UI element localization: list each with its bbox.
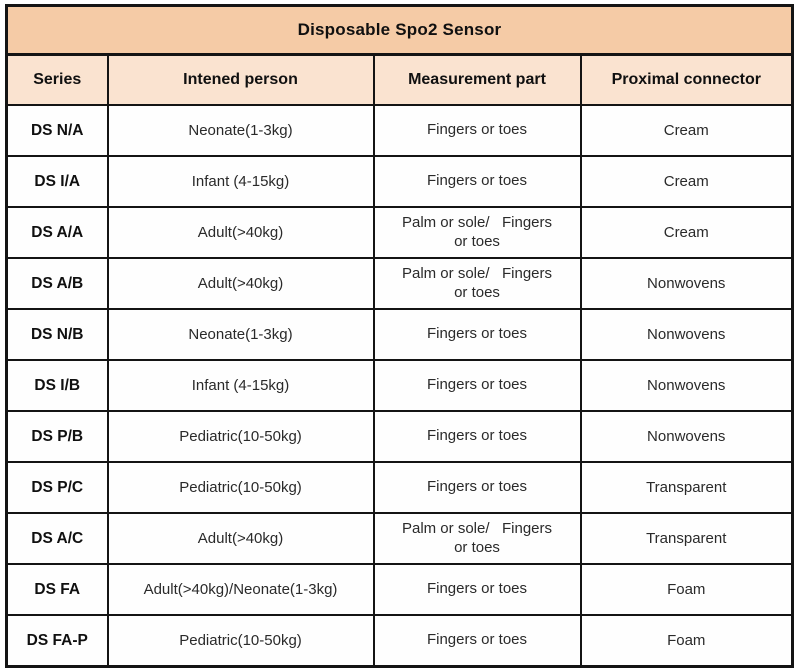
table-row: DS P/B Pediatric(10-50kg) Fingers or toe… bbox=[5, 410, 794, 463]
series-cell: DS FA-P bbox=[5, 614, 109, 668]
table-row: DS I/B Infant (4-15kg) Fingers or toes N… bbox=[5, 359, 794, 412]
connector-cell: Nonwovens bbox=[579, 410, 794, 463]
column-header-intened-person: Intened person bbox=[106, 53, 375, 106]
person-cell: Adult(>40kg) bbox=[106, 257, 375, 310]
measurement-cell: Fingers or toes bbox=[372, 563, 582, 616]
table-title: Disposable Spo2 Sensor bbox=[5, 4, 794, 56]
table-header-row: Series Intened person Measurement part P… bbox=[5, 53, 794, 106]
table-row: DS A/B Adult(>40kg) Palm or sole/ Finger… bbox=[5, 257, 794, 310]
connector-cell: Foam bbox=[579, 614, 794, 668]
measurement-cell: Palm or sole/ Fingers or toes bbox=[372, 257, 582, 310]
series-cell: DS N/A bbox=[5, 104, 109, 157]
person-cell: Infant (4-15kg) bbox=[106, 359, 375, 412]
table-row: DS N/B Neonate(1-3kg) Fingers or toes No… bbox=[5, 308, 794, 361]
measurement-cell: Fingers or toes bbox=[372, 155, 582, 208]
person-cell: Adult(>40kg) bbox=[106, 206, 375, 259]
person-cell: Adult(>40kg)/Neonate(1-3kg) bbox=[106, 563, 375, 616]
person-cell: Neonate(1-3kg) bbox=[106, 104, 375, 157]
column-header-series: Series bbox=[5, 53, 109, 106]
measurement-cell: Fingers or toes bbox=[372, 461, 582, 514]
measurement-cell: Fingers or toes bbox=[372, 359, 582, 412]
person-cell: Infant (4-15kg) bbox=[106, 155, 375, 208]
series-cell: DS P/C bbox=[5, 461, 109, 514]
series-cell: DS I/B bbox=[5, 359, 109, 412]
table-row: DS P/C Pediatric(10-50kg) Fingers or toe… bbox=[5, 461, 794, 514]
connector-cell: Cream bbox=[579, 155, 794, 208]
measurement-cell: Palm or sole/ Fingers or toes bbox=[372, 206, 582, 259]
connector-cell: Nonwovens bbox=[579, 359, 794, 412]
table-row: DS FA-P Pediatric(10-50kg) Fingers or to… bbox=[5, 614, 794, 668]
connector-cell: Nonwovens bbox=[579, 257, 794, 310]
person-cell: Pediatric(10-50kg) bbox=[106, 410, 375, 463]
person-cell: Pediatric(10-50kg) bbox=[106, 461, 375, 514]
connector-cell: Transparent bbox=[579, 461, 794, 514]
series-cell: DS A/A bbox=[5, 206, 109, 259]
table-row: DS A/A Adult(>40kg) Palm or sole/ Finger… bbox=[5, 206, 794, 259]
connector-cell: Cream bbox=[579, 104, 794, 157]
connector-cell: Cream bbox=[579, 206, 794, 259]
person-cell: Pediatric(10-50kg) bbox=[106, 614, 375, 668]
measurement-cell: Fingers or toes bbox=[372, 410, 582, 463]
connector-cell: Transparent bbox=[579, 512, 794, 565]
connector-cell: Nonwovens bbox=[579, 308, 794, 361]
series-cell: DS P/B bbox=[5, 410, 109, 463]
measurement-cell: Fingers or toes bbox=[372, 614, 582, 668]
connector-cell: Foam bbox=[579, 563, 794, 616]
series-cell: DS N/B bbox=[5, 308, 109, 361]
measurement-cell: Palm or sole/ Fingers or toes bbox=[372, 512, 582, 565]
column-header-proximal-connector: Proximal connector bbox=[579, 53, 794, 106]
page: Disposable Spo2 Sensor Series Intened pe… bbox=[5, 4, 794, 668]
series-cell: DS I/A bbox=[5, 155, 109, 208]
series-cell: DS A/C bbox=[5, 512, 109, 565]
series-cell: DS A/B bbox=[5, 257, 109, 310]
person-cell: Adult(>40kg) bbox=[106, 512, 375, 565]
table-row: DS N/A Neonate(1-3kg) Fingers or toes Cr… bbox=[5, 104, 794, 157]
measurement-cell: Fingers or toes bbox=[372, 308, 582, 361]
spo2-sensor-table: Disposable Spo2 Sensor Series Intened pe… bbox=[5, 4, 794, 668]
table-row: DS I/A Infant (4-15kg) Fingers or toes C… bbox=[5, 155, 794, 208]
table-title-row: Disposable Spo2 Sensor bbox=[5, 4, 794, 56]
column-header-measurement-part: Measurement part bbox=[372, 53, 582, 106]
table-row: DS FA Adult(>40kg)/Neonate(1-3kg) Finger… bbox=[5, 563, 794, 616]
series-cell: DS FA bbox=[5, 563, 109, 616]
table-row: DS A/C Adult(>40kg) Palm or sole/ Finger… bbox=[5, 512, 794, 565]
person-cell: Neonate(1-3kg) bbox=[106, 308, 375, 361]
measurement-cell: Fingers or toes bbox=[372, 104, 582, 157]
